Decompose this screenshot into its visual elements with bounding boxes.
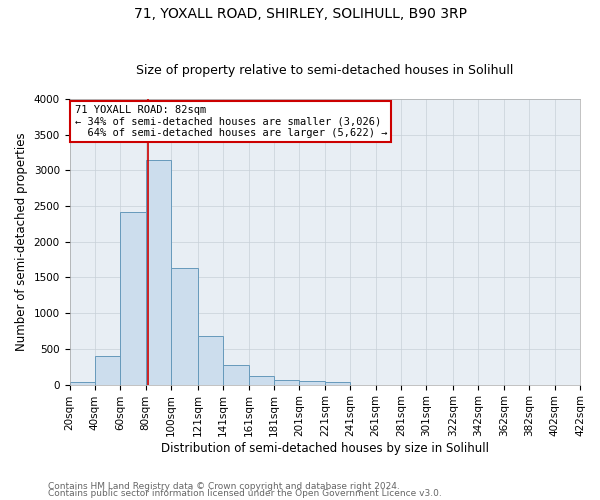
Bar bbox=[325, 382, 350, 384]
Text: Contains HM Land Registry data © Crown copyright and database right 2024.: Contains HM Land Registry data © Crown c… bbox=[48, 482, 400, 491]
Bar bbox=[171, 268, 198, 384]
Bar bbox=[274, 380, 299, 384]
Bar bbox=[198, 336, 223, 384]
X-axis label: Distribution of semi-detached houses by size in Solihull: Distribution of semi-detached houses by … bbox=[161, 442, 489, 455]
Text: 71 YOXALL ROAD: 82sqm
← 34% of semi-detached houses are smaller (3,026)
  64% of: 71 YOXALL ROAD: 82sqm ← 34% of semi-deta… bbox=[74, 104, 387, 138]
Bar bbox=[70, 382, 95, 384]
Bar bbox=[299, 381, 325, 384]
Text: 71, YOXALL ROAD, SHIRLEY, SOLIHULL, B90 3RP: 71, YOXALL ROAD, SHIRLEY, SOLIHULL, B90 … bbox=[133, 8, 467, 22]
Bar bbox=[121, 212, 146, 384]
Bar bbox=[146, 160, 171, 384]
Bar bbox=[248, 376, 274, 384]
Y-axis label: Number of semi-detached properties: Number of semi-detached properties bbox=[15, 132, 28, 351]
Bar bbox=[95, 356, 121, 384]
Title: Size of property relative to semi-detached houses in Solihull: Size of property relative to semi-detach… bbox=[136, 64, 514, 77]
Text: Contains public sector information licensed under the Open Government Licence v3: Contains public sector information licen… bbox=[48, 489, 442, 498]
Bar bbox=[223, 364, 248, 384]
